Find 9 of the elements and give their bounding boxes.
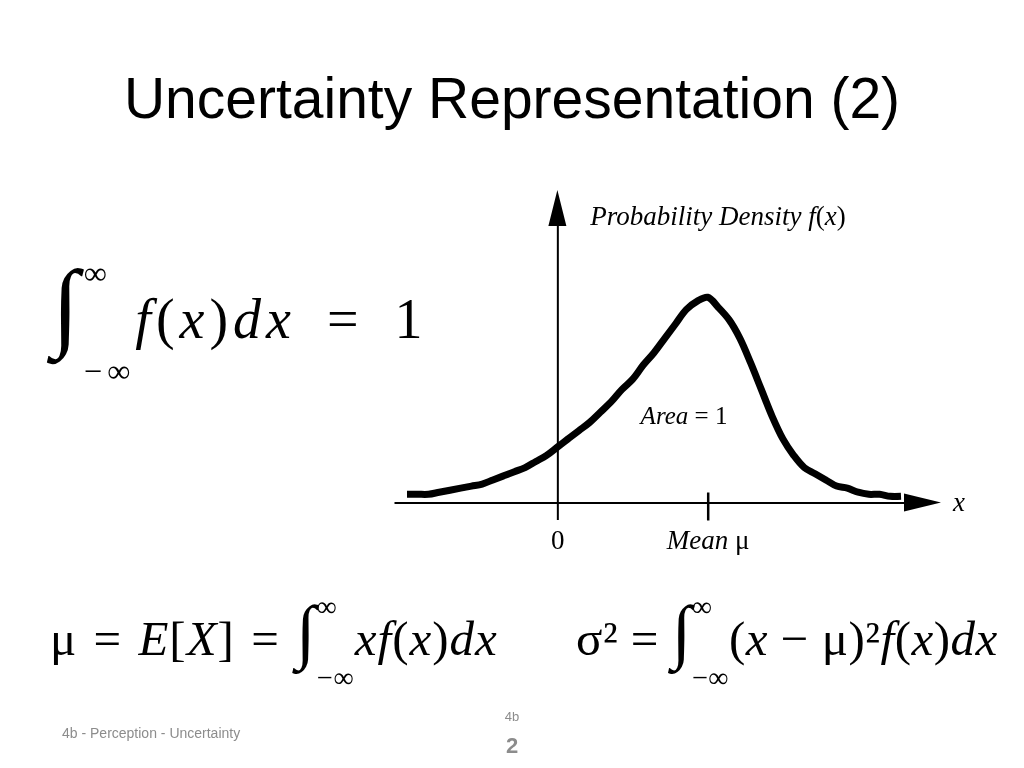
y-axis-title: Probability Density f(x) [589,201,846,231]
text: 4b [504,709,520,724]
x-axis-title: x [952,486,965,517]
x-tick-label: 0 [551,524,565,555]
text: 4b - Perception - Uncertainty [62,725,241,741]
annotation: Area = 1 [638,402,728,429]
x-tick-label: Mean μ [665,524,750,555]
chart-title: Uncertainty Representation (2) [123,66,901,130]
text: 2 [505,733,519,758]
